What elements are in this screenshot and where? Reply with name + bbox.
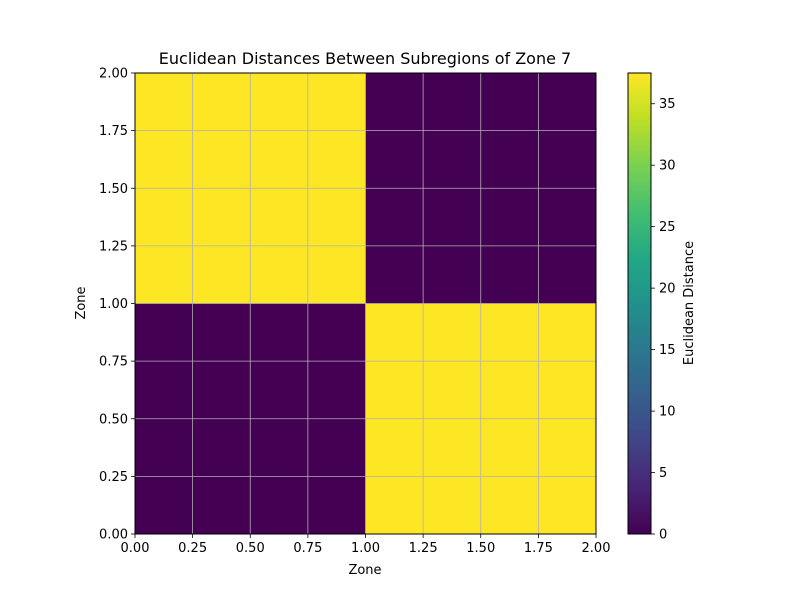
y-axis-ticks: 0.00 0.25 0.50 0.75 1.00 1.25 1.50 1.75 2.00 bbox=[99, 67, 135, 543]
x-tick-label: 1.75 bbox=[524, 541, 553, 556]
x-tick-label: 0.00 bbox=[121, 541, 150, 556]
x-tick-label: 0.25 bbox=[178, 541, 207, 556]
y-tick-label: 1.25 bbox=[99, 239, 128, 254]
colorbar-ticks: 0 5 10 15 20 25 30 35 bbox=[651, 97, 676, 543]
x-tick-label: 1.00 bbox=[351, 541, 380, 556]
colorbar-tick-label: 30 bbox=[659, 159, 676, 174]
y-tick-label: 1.00 bbox=[99, 297, 128, 312]
y-tick-label: 0.25 bbox=[99, 470, 128, 485]
colorbar-tick-label: 10 bbox=[659, 405, 676, 420]
x-axis-ticks: 0.00 0.25 0.50 0.75 1.00 1.25 1.50 1.75 2.00 bbox=[121, 534, 611, 556]
colorbar bbox=[627, 72, 652, 535]
colorbar-tick-label: 25 bbox=[659, 220, 676, 235]
y-tick-label: 0.75 bbox=[99, 355, 128, 370]
y-axis-label: Zone bbox=[74, 286, 89, 319]
colorbar-label: Euclidean Distance bbox=[682, 241, 697, 365]
x-tick-label: 0.75 bbox=[293, 541, 322, 556]
x-tick-label: 1.25 bbox=[409, 541, 438, 556]
colorbar-tick-label: 20 bbox=[659, 282, 676, 297]
x-tick-label: 0.50 bbox=[236, 541, 265, 556]
chart-title: Euclidean Distances Between Subregions o… bbox=[159, 49, 571, 68]
colorbar-tick-label: 0 bbox=[659, 528, 667, 543]
colorbar-tick-label: 5 bbox=[659, 466, 667, 481]
x-axis-label: Zone bbox=[348, 563, 381, 578]
y-tick-label: 0.50 bbox=[99, 412, 128, 427]
y-tick-label: 1.75 bbox=[99, 124, 128, 139]
y-tick-label: 0.00 bbox=[99, 528, 128, 543]
y-tick-label: 1.50 bbox=[99, 182, 128, 197]
x-tick-label: 1.50 bbox=[466, 541, 495, 556]
y-tick-label: 2.00 bbox=[99, 67, 128, 82]
colorbar-tick-label: 35 bbox=[659, 97, 676, 112]
x-tick-label: 2.00 bbox=[582, 541, 611, 556]
colorbar-tick-label: 15 bbox=[659, 343, 676, 358]
